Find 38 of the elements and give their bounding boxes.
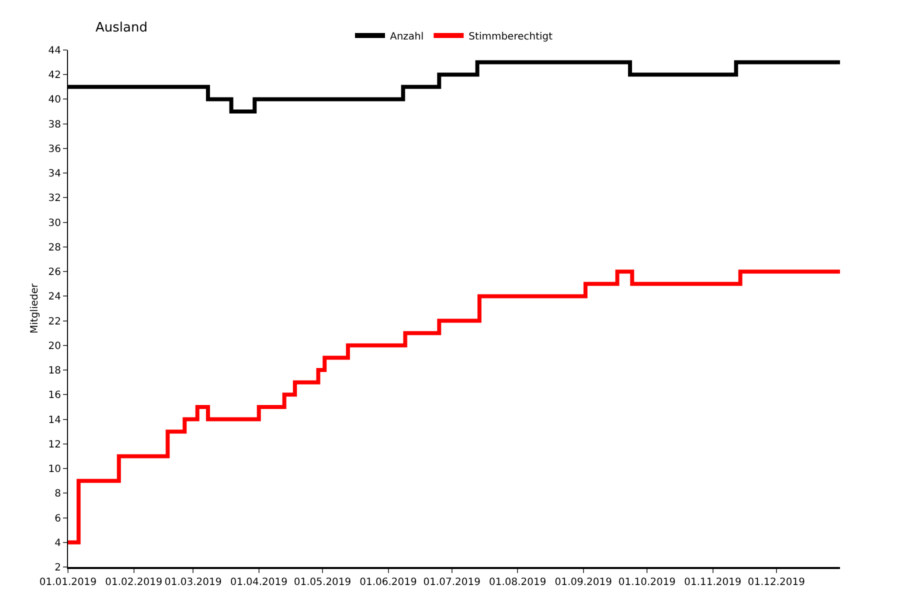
x-tick-label: 01.02.2019 [105, 577, 162, 588]
y-tick-label: 16 [48, 390, 61, 402]
x-tick-label: 01.08.2019 [488, 577, 546, 588]
y-tick-label: 42 [48, 70, 61, 82]
y-tick-label: 2 [54, 562, 61, 574]
x-tick-label: 01.07.2019 [423, 577, 481, 588]
x-tick-label: 01.06.2019 [360, 577, 417, 588]
y-tick-label: 40 [48, 94, 61, 106]
x-tick-label: 01.03.2019 [164, 577, 222, 588]
y-tick-label: 22 [48, 316, 61, 328]
y-tick-label: 8 [54, 488, 61, 500]
y-tick-label: 30 [48, 218, 61, 229]
y-tick-label: 20 [48, 340, 61, 352]
y-tick-label: 14 [48, 414, 61, 426]
y-tick-label: 26 [48, 267, 61, 278]
legend-label: Stimmberechtigt [468, 31, 553, 42]
x-tick-label: 01.01.2019 [39, 577, 97, 588]
y-tick-label: 6 [54, 513, 61, 524]
y-tick-label: 10 [48, 464, 61, 476]
y-tick-label: 18 [48, 366, 61, 377]
y-tick-label: 32 [48, 193, 61, 204]
y-tick-label: 36 [48, 144, 61, 155]
y-tick-label: 24 [48, 292, 61, 303]
legend-label: Anzahl [390, 31, 424, 42]
y-tick-label: 4 [54, 538, 61, 549]
x-tick-label: 01.09.2019 [554, 577, 612, 588]
y-axis-title: Mitglieder [29, 282, 40, 334]
y-tick-label: 34 [48, 168, 61, 180]
x-tick-label: 01.11.2019 [684, 577, 742, 588]
x-tick-label: 01.05.2019 [294, 577, 352, 588]
y-tick-label: 12 [48, 439, 61, 450]
x-tick-label: 01.10.2019 [618, 577, 676, 588]
chart-title: Ausland [96, 20, 148, 36]
x-tick-label: 01.04.2019 [230, 577, 288, 588]
y-tick-label: 38 [48, 119, 61, 130]
y-tick-label: 28 [48, 242, 61, 254]
y-tick-label: 44 [48, 46, 61, 56]
x-tick-label: 01.12.2019 [748, 577, 806, 588]
